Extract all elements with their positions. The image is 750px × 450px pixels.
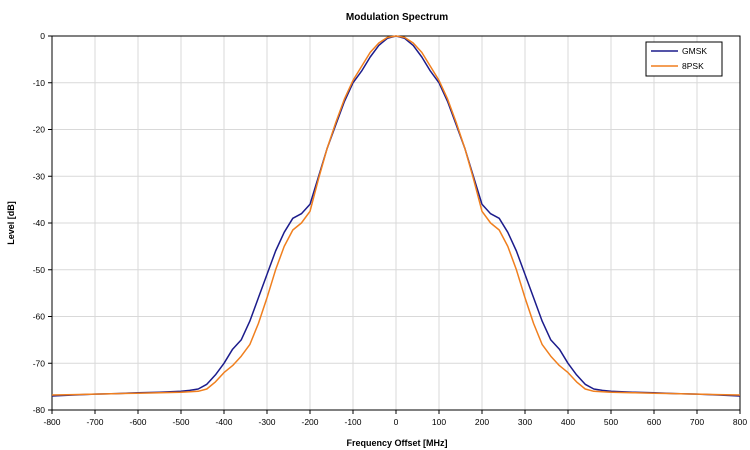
chart-title: Modulation Spectrum: [346, 12, 448, 23]
y-tick-label: -50: [33, 265, 46, 275]
x-tick-label: -200: [301, 417, 318, 427]
x-axis-title: Frequency Offset [MHz]: [346, 438, 447, 448]
x-tick-label: 700: [690, 417, 704, 427]
series-lines: [51, 35, 741, 397]
x-tick-label: -400: [215, 417, 232, 427]
x-tick-label: 600: [647, 417, 661, 427]
legend-label-8psk: 8PSK: [682, 61, 704, 71]
y-tick-label: -10: [33, 78, 46, 88]
x-tick-label: 100: [432, 417, 446, 427]
y-tick-label: -30: [33, 171, 46, 181]
x-tick-label: -800: [43, 417, 60, 427]
series-line-8psk: [51, 35, 741, 396]
x-tick-label: 800: [733, 417, 747, 427]
x-tick-label: -600: [129, 417, 146, 427]
x-tick-label: -700: [86, 417, 103, 427]
x-tick-label: 500: [604, 417, 618, 427]
x-tick-label: 400: [561, 417, 575, 427]
legend-label-gmsk: GMSK: [682, 46, 707, 56]
x-tick-label: 0: [394, 417, 399, 427]
y-tick-label: -20: [33, 125, 46, 135]
x-tick-label: 300: [518, 417, 532, 427]
legend: GMSK 8PSK: [645, 41, 723, 77]
y-axis-title: Level [dB]: [6, 201, 16, 245]
x-tick-label: -300: [258, 417, 275, 427]
y-tick-label: -70: [33, 358, 46, 368]
y-tick-label: -60: [33, 312, 46, 322]
grid-lines: [51, 35, 741, 411]
x-tick-label: 200: [475, 417, 489, 427]
legend-box: [645, 41, 723, 77]
y-axis-ticks: 0 -10 -20 -30 -40 -50 -60 -70 -80: [33, 31, 52, 415]
y-tick-label: 0: [40, 31, 45, 41]
y-tick-label: -80: [33, 405, 46, 415]
x-tick-label: -100: [344, 417, 361, 427]
x-axis-ticks: -800 -700 -600 -500 -400 -300 -200 -100 0 100 200 3…: [43, 410, 747, 427]
x-tick-label: -500: [172, 417, 189, 427]
y-tick-label: -40: [33, 218, 46, 228]
